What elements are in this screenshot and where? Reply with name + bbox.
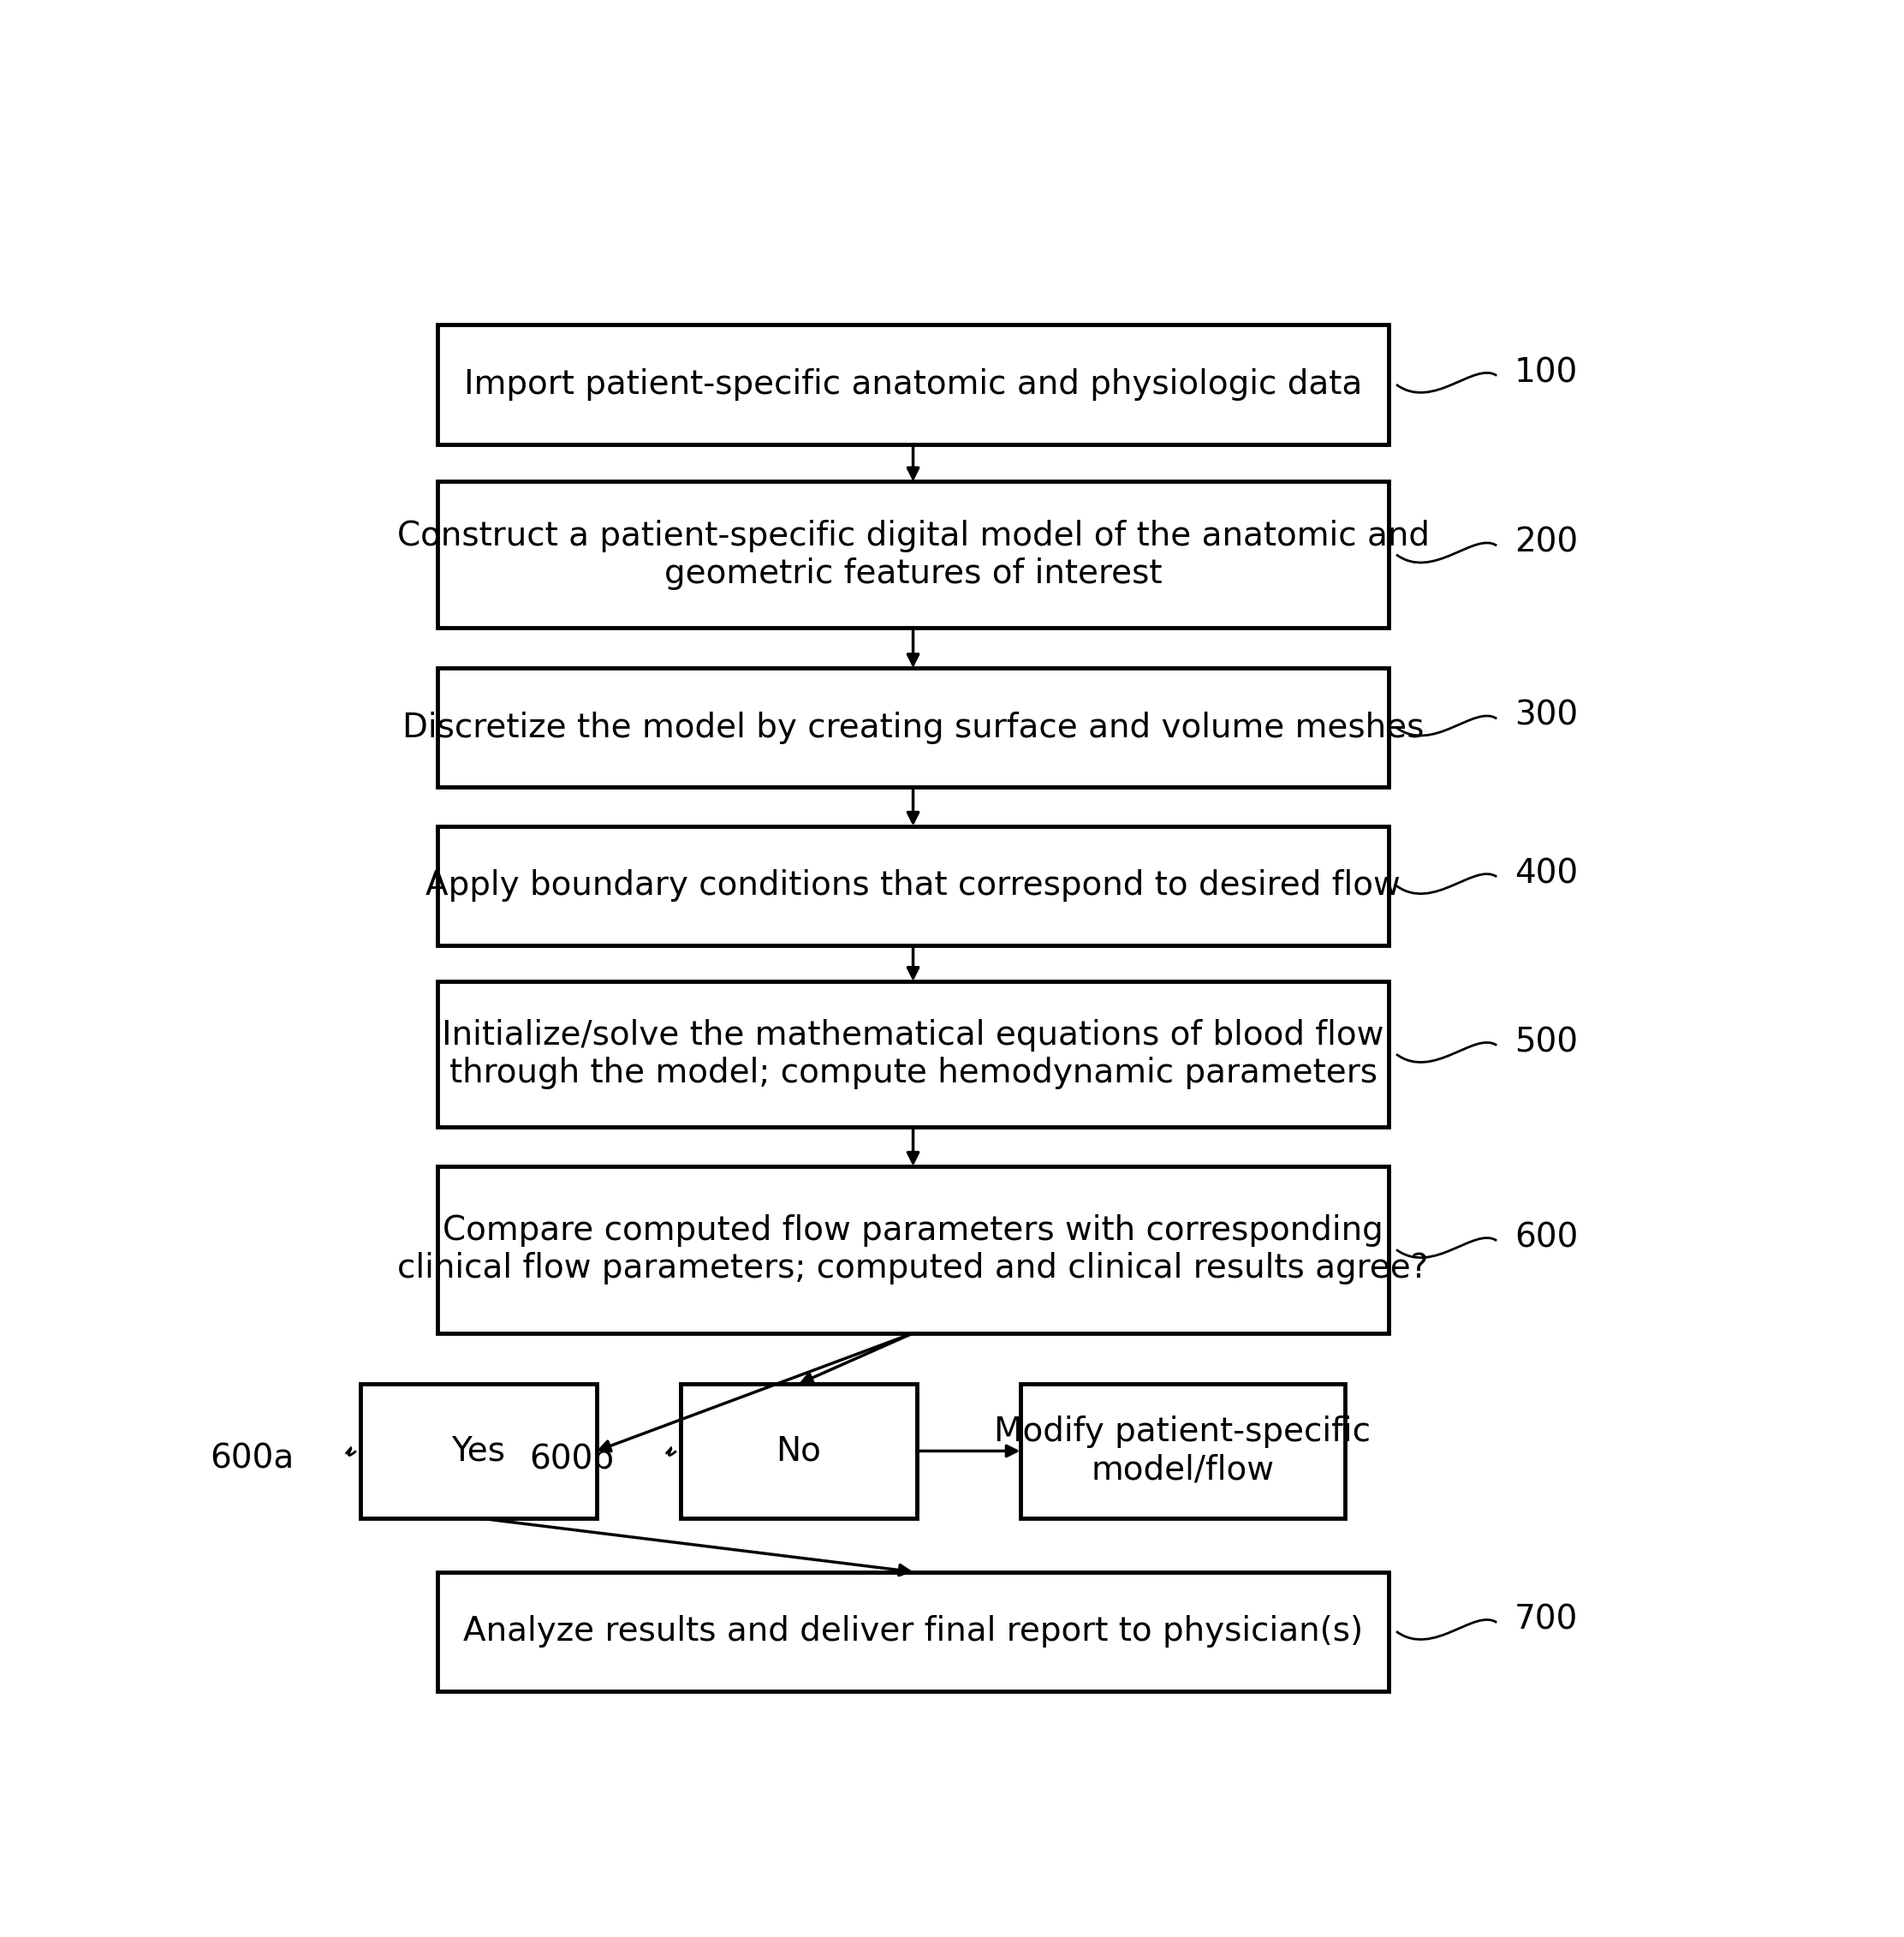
Bar	[1021, 1383, 1344, 1519]
Bar	[360, 1383, 596, 1519]
Text: Analyze results and deliver final report to physician(s): Analyze results and deliver final report…	[463, 1615, 1363, 1648]
Text: Yes: Yes	[451, 1435, 505, 1466]
Bar	[682, 1383, 918, 1519]
Text: 100: 100	[1514, 356, 1578, 389]
Text: Modify patient-specific
model/flow: Modify patient-specific model/flow	[994, 1416, 1371, 1486]
Text: 300: 300	[1514, 699, 1578, 732]
Text: 600: 600	[1514, 1222, 1578, 1253]
Text: Apply boundary conditions that correspond to desired flow: Apply boundary conditions that correspon…	[426, 870, 1401, 903]
Bar	[438, 1166, 1390, 1333]
Text: 200: 200	[1514, 527, 1578, 560]
Text: No: No	[777, 1435, 821, 1466]
Text: Construct a patient-specific digital model of the anatomic and
geometric feature: Construct a patient-specific digital mod…	[396, 519, 1430, 589]
Bar	[438, 1571, 1390, 1691]
Bar	[438, 982, 1390, 1127]
Bar	[438, 668, 1390, 786]
Bar	[438, 482, 1390, 628]
Text: 700: 700	[1514, 1604, 1578, 1635]
Text: 400: 400	[1514, 858, 1578, 889]
Text: Compare computed flow parameters with corresponding
clinical flow parameters; co: Compare computed flow parameters with co…	[398, 1214, 1428, 1284]
Bar	[438, 325, 1390, 444]
Text: Import patient-specific anatomic and physiologic data: Import patient-specific anatomic and phy…	[465, 368, 1361, 401]
Text: 600a: 600a	[209, 1443, 293, 1474]
Bar	[438, 825, 1390, 945]
Text: Initialize/solve the mathematical equations of blood flow
through the model; com: Initialize/solve the mathematical equati…	[442, 1019, 1384, 1089]
Text: Discretize the model by creating surface and volume meshes: Discretize the model by creating surface…	[402, 711, 1424, 744]
Text: 500: 500	[1514, 1027, 1578, 1060]
Text: 600b: 600b	[529, 1443, 615, 1474]
